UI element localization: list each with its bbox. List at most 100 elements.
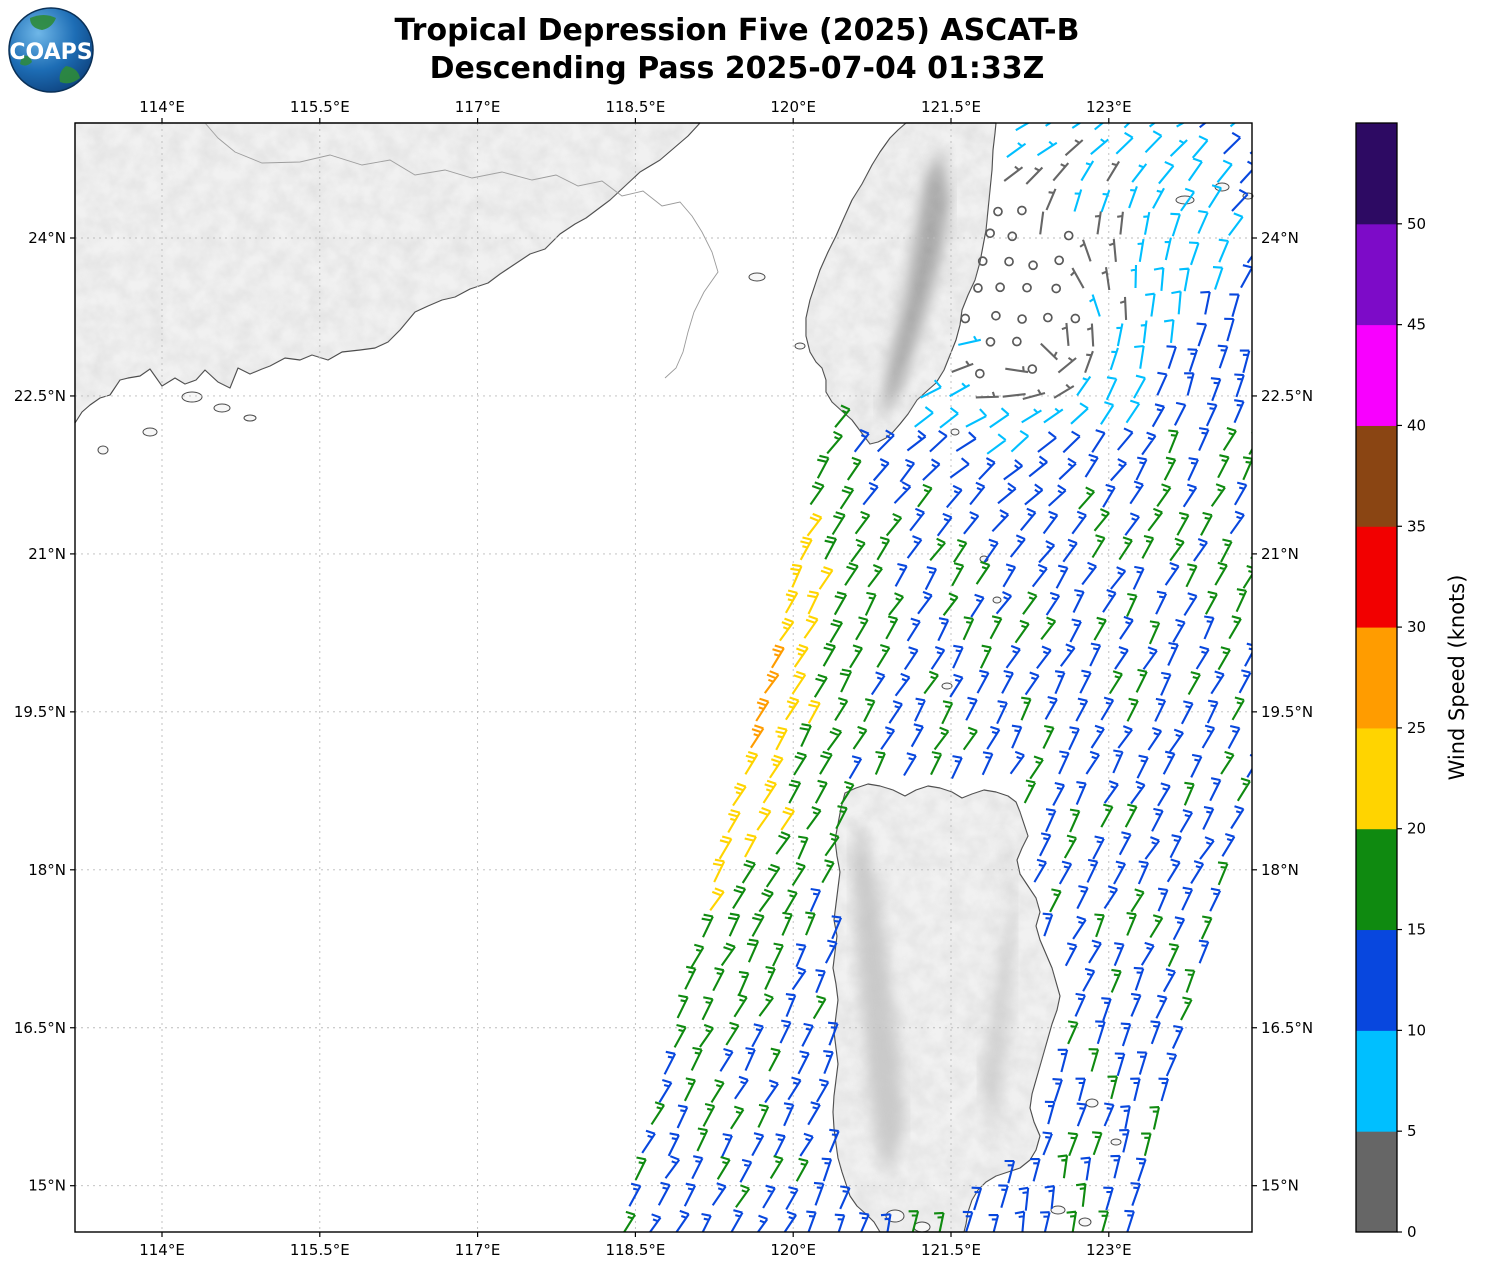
calm-wind-circle — [1022, 282, 1032, 293]
colorbar: 0 5 10 15 20 25 30 35 40 45 50 Wind Speed (knots) — [1355, 122, 1469, 1241]
colorbar-outline — [1355, 122, 1398, 1233]
calm-wind-circle — [1004, 256, 1014, 267]
coaps-logo: COAPS — [8, 7, 94, 93]
colorbar-segment — [1356, 223, 1397, 326]
plot-border — [74, 122, 1253, 1233]
colorbar-tick-label: 50 — [1407, 215, 1426, 233]
colorbar-tick-label: 40 — [1407, 416, 1426, 434]
axis-tick-label: 21°N — [1261, 545, 1299, 563]
axes-ticks-and-labels: 114°E 114°E 115.5°E 115.5°E 117°E 117°E 118.5°… — [14, 98, 1313, 1259]
axis-tick-label: 24°N — [1261, 229, 1299, 247]
wind-barbs — [622, 123, 1252, 1232]
calm-wind-circle — [1017, 205, 1027, 216]
wind-barb-set — [628, 123, 1252, 1232]
colorbar-tick-label: 15 — [1407, 921, 1426, 939]
wind-barb-set — [750, 644, 785, 749]
calm-wind-circle — [1007, 231, 1018, 242]
colorbar-segment — [1356, 828, 1397, 931]
small-island — [748, 272, 766, 282]
colorbar-tick-label: 20 — [1407, 820, 1426, 838]
axis-tick-label: 19.5°N — [14, 703, 66, 721]
colorbar-tick-label: 10 — [1407, 1021, 1426, 1039]
small-island — [1078, 1217, 1092, 1227]
calm-wind-circle — [991, 310, 1001, 321]
calm-wind-circle — [993, 206, 1003, 217]
calm-wind-circle — [1051, 283, 1062, 294]
small-island — [181, 391, 203, 403]
colorbar-segment — [1356, 1131, 1397, 1233]
axis-tick-label: 22.5°N — [1261, 387, 1313, 405]
axis-tick-label: 18°N — [1261, 861, 1299, 879]
axis-tick-label: 18°N — [28, 861, 66, 879]
colorbar-tick-label: 5 — [1407, 1122, 1417, 1140]
colorbar-segment — [1356, 727, 1397, 830]
colorbar-segment — [1356, 425, 1397, 527]
small-island — [213, 403, 231, 413]
axis-tick-label: 121.5°E — [921, 98, 981, 116]
small-island — [243, 414, 257, 422]
calm-wind-circle — [1028, 260, 1038, 271]
axis-tick-label: 114°E — [139, 1241, 185, 1259]
axis-tick-label: 16.5°N — [14, 1019, 66, 1037]
colorbar-tick-label: 35 — [1407, 517, 1426, 535]
axis-tick-label: 21°N — [28, 545, 66, 563]
calm-wind-circle — [973, 283, 983, 293]
calm-wind-circle — [977, 256, 988, 266]
axis-tick-label: 120°E — [770, 98, 816, 116]
axis-tick-label: 123°E — [1086, 98, 1132, 116]
colorbar-segment — [1356, 526, 1397, 628]
colorbar-segment — [1356, 123, 1397, 225]
small-island — [1050, 1205, 1066, 1215]
colorbar-segment — [1356, 929, 1397, 1031]
axis-tick-label: 22.5°N — [14, 387, 66, 405]
wind-barb-set — [622, 404, 1252, 1232]
calm-wind-circle — [985, 336, 996, 347]
small-island — [794, 342, 806, 350]
axis-tick-label: 114°E — [139, 98, 185, 116]
axis-tick-label: 118.5°E — [605, 98, 665, 116]
wind-barb-set — [709, 512, 834, 912]
small-island — [913, 1221, 931, 1233]
colorbar-tick-label: 25 — [1407, 719, 1426, 737]
calm-wind-circle — [995, 282, 1005, 293]
small-island — [992, 596, 1002, 604]
small-island — [97, 445, 109, 455]
colorbar-segment — [1356, 1030, 1397, 1132]
calm-wind-circle — [1011, 336, 1022, 347]
axis-tick-label: 118.5°E — [605, 1241, 665, 1259]
axis-tick-label: 117°E — [455, 1241, 501, 1259]
axis-tick-label: 15°N — [1261, 1177, 1299, 1195]
colorbar-tick-label: 0 — [1407, 1223, 1417, 1241]
axis-tick-label: 123°E — [1086, 1241, 1132, 1259]
calm-wind-circle — [1027, 364, 1038, 374]
colorbar-segment — [1356, 627, 1397, 729]
wind-barb-set — [951, 139, 1128, 401]
calm-wind-circle — [1063, 230, 1074, 241]
figure-title-line1: Tropical Depression Five (2025) ASCAT-B — [395, 13, 1080, 48]
calm-wind-circle — [1017, 314, 1027, 324]
axis-tick-label: 115.5°E — [290, 98, 350, 116]
coaps-logo-text: COAPS — [9, 40, 92, 65]
calm-wind-circle — [985, 228, 995, 239]
axis-tick-label: 115.5°E — [290, 1241, 350, 1259]
axis-tick-label: 120°E — [770, 1241, 816, 1259]
figure-title-line2: Descending Pass 2025-07-04 01:33Z — [430, 51, 1045, 86]
axis-tick-label: 16.5°N — [1261, 1019, 1313, 1037]
axis-tick-label: 24°N — [28, 229, 66, 247]
small-island — [950, 428, 960, 436]
axis-tick-label: 121.5°E — [921, 1241, 981, 1259]
axis-tick-label: 19.5°N — [1261, 703, 1313, 721]
axis-tick-label: 117°E — [455, 98, 501, 116]
colorbar-tick-label: 45 — [1407, 316, 1426, 334]
small-island — [1110, 1138, 1122, 1146]
colorbar-tick-label: 30 — [1407, 618, 1426, 636]
landmasses — [74, 122, 1254, 1233]
small-island — [941, 682, 953, 690]
calm-wind-circle — [974, 368, 985, 379]
colorbar-axis-label: Wind Speed (knots) — [1445, 575, 1469, 781]
wind-barb-set — [914, 123, 1244, 455]
graticule-gridlines — [75, 123, 1252, 1232]
axis-tick-label: 15°N — [28, 1177, 66, 1195]
